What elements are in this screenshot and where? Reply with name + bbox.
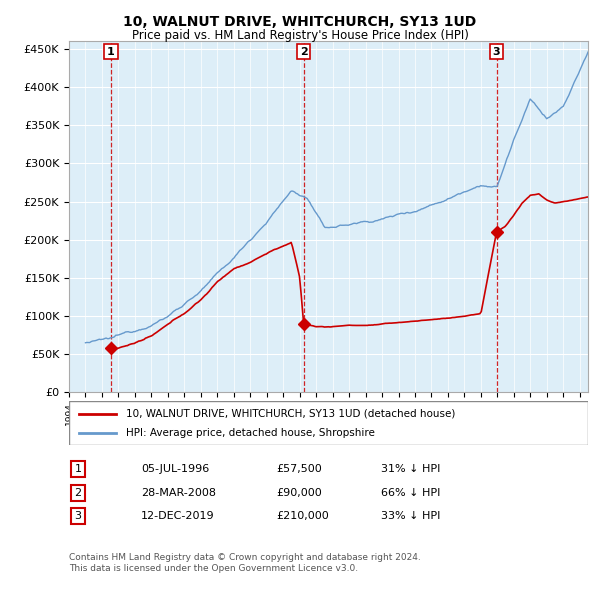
Text: 05-JUL-1996: 05-JUL-1996 (141, 464, 209, 474)
Text: £57,500: £57,500 (276, 464, 322, 474)
Text: 33% ↓ HPI: 33% ↓ HPI (381, 512, 440, 521)
Text: Price paid vs. HM Land Registry's House Price Index (HPI): Price paid vs. HM Land Registry's House … (131, 30, 469, 42)
Text: 1: 1 (74, 464, 82, 474)
Text: £90,000: £90,000 (276, 488, 322, 497)
Text: 3: 3 (74, 512, 82, 521)
Text: 2: 2 (74, 488, 82, 497)
Text: 3: 3 (493, 47, 500, 57)
FancyBboxPatch shape (69, 401, 588, 445)
Text: This data is licensed under the Open Government Licence v3.0.: This data is licensed under the Open Gov… (69, 565, 358, 573)
Text: 10, WALNUT DRIVE, WHITCHURCH, SY13 1UD: 10, WALNUT DRIVE, WHITCHURCH, SY13 1UD (124, 15, 476, 29)
Text: 12-DEC-2019: 12-DEC-2019 (141, 512, 215, 521)
Text: 1: 1 (107, 47, 115, 57)
Text: 31% ↓ HPI: 31% ↓ HPI (381, 464, 440, 474)
Text: 10, WALNUT DRIVE, WHITCHURCH, SY13 1UD (detached house): 10, WALNUT DRIVE, WHITCHURCH, SY13 1UD (… (126, 409, 455, 418)
Text: 28-MAR-2008: 28-MAR-2008 (141, 488, 216, 497)
Text: Contains HM Land Registry data © Crown copyright and database right 2024.: Contains HM Land Registry data © Crown c… (69, 553, 421, 562)
Text: HPI: Average price, detached house, Shropshire: HPI: Average price, detached house, Shro… (126, 428, 375, 438)
Text: 66% ↓ HPI: 66% ↓ HPI (381, 488, 440, 497)
Text: 2: 2 (300, 47, 307, 57)
Text: £210,000: £210,000 (276, 512, 329, 521)
